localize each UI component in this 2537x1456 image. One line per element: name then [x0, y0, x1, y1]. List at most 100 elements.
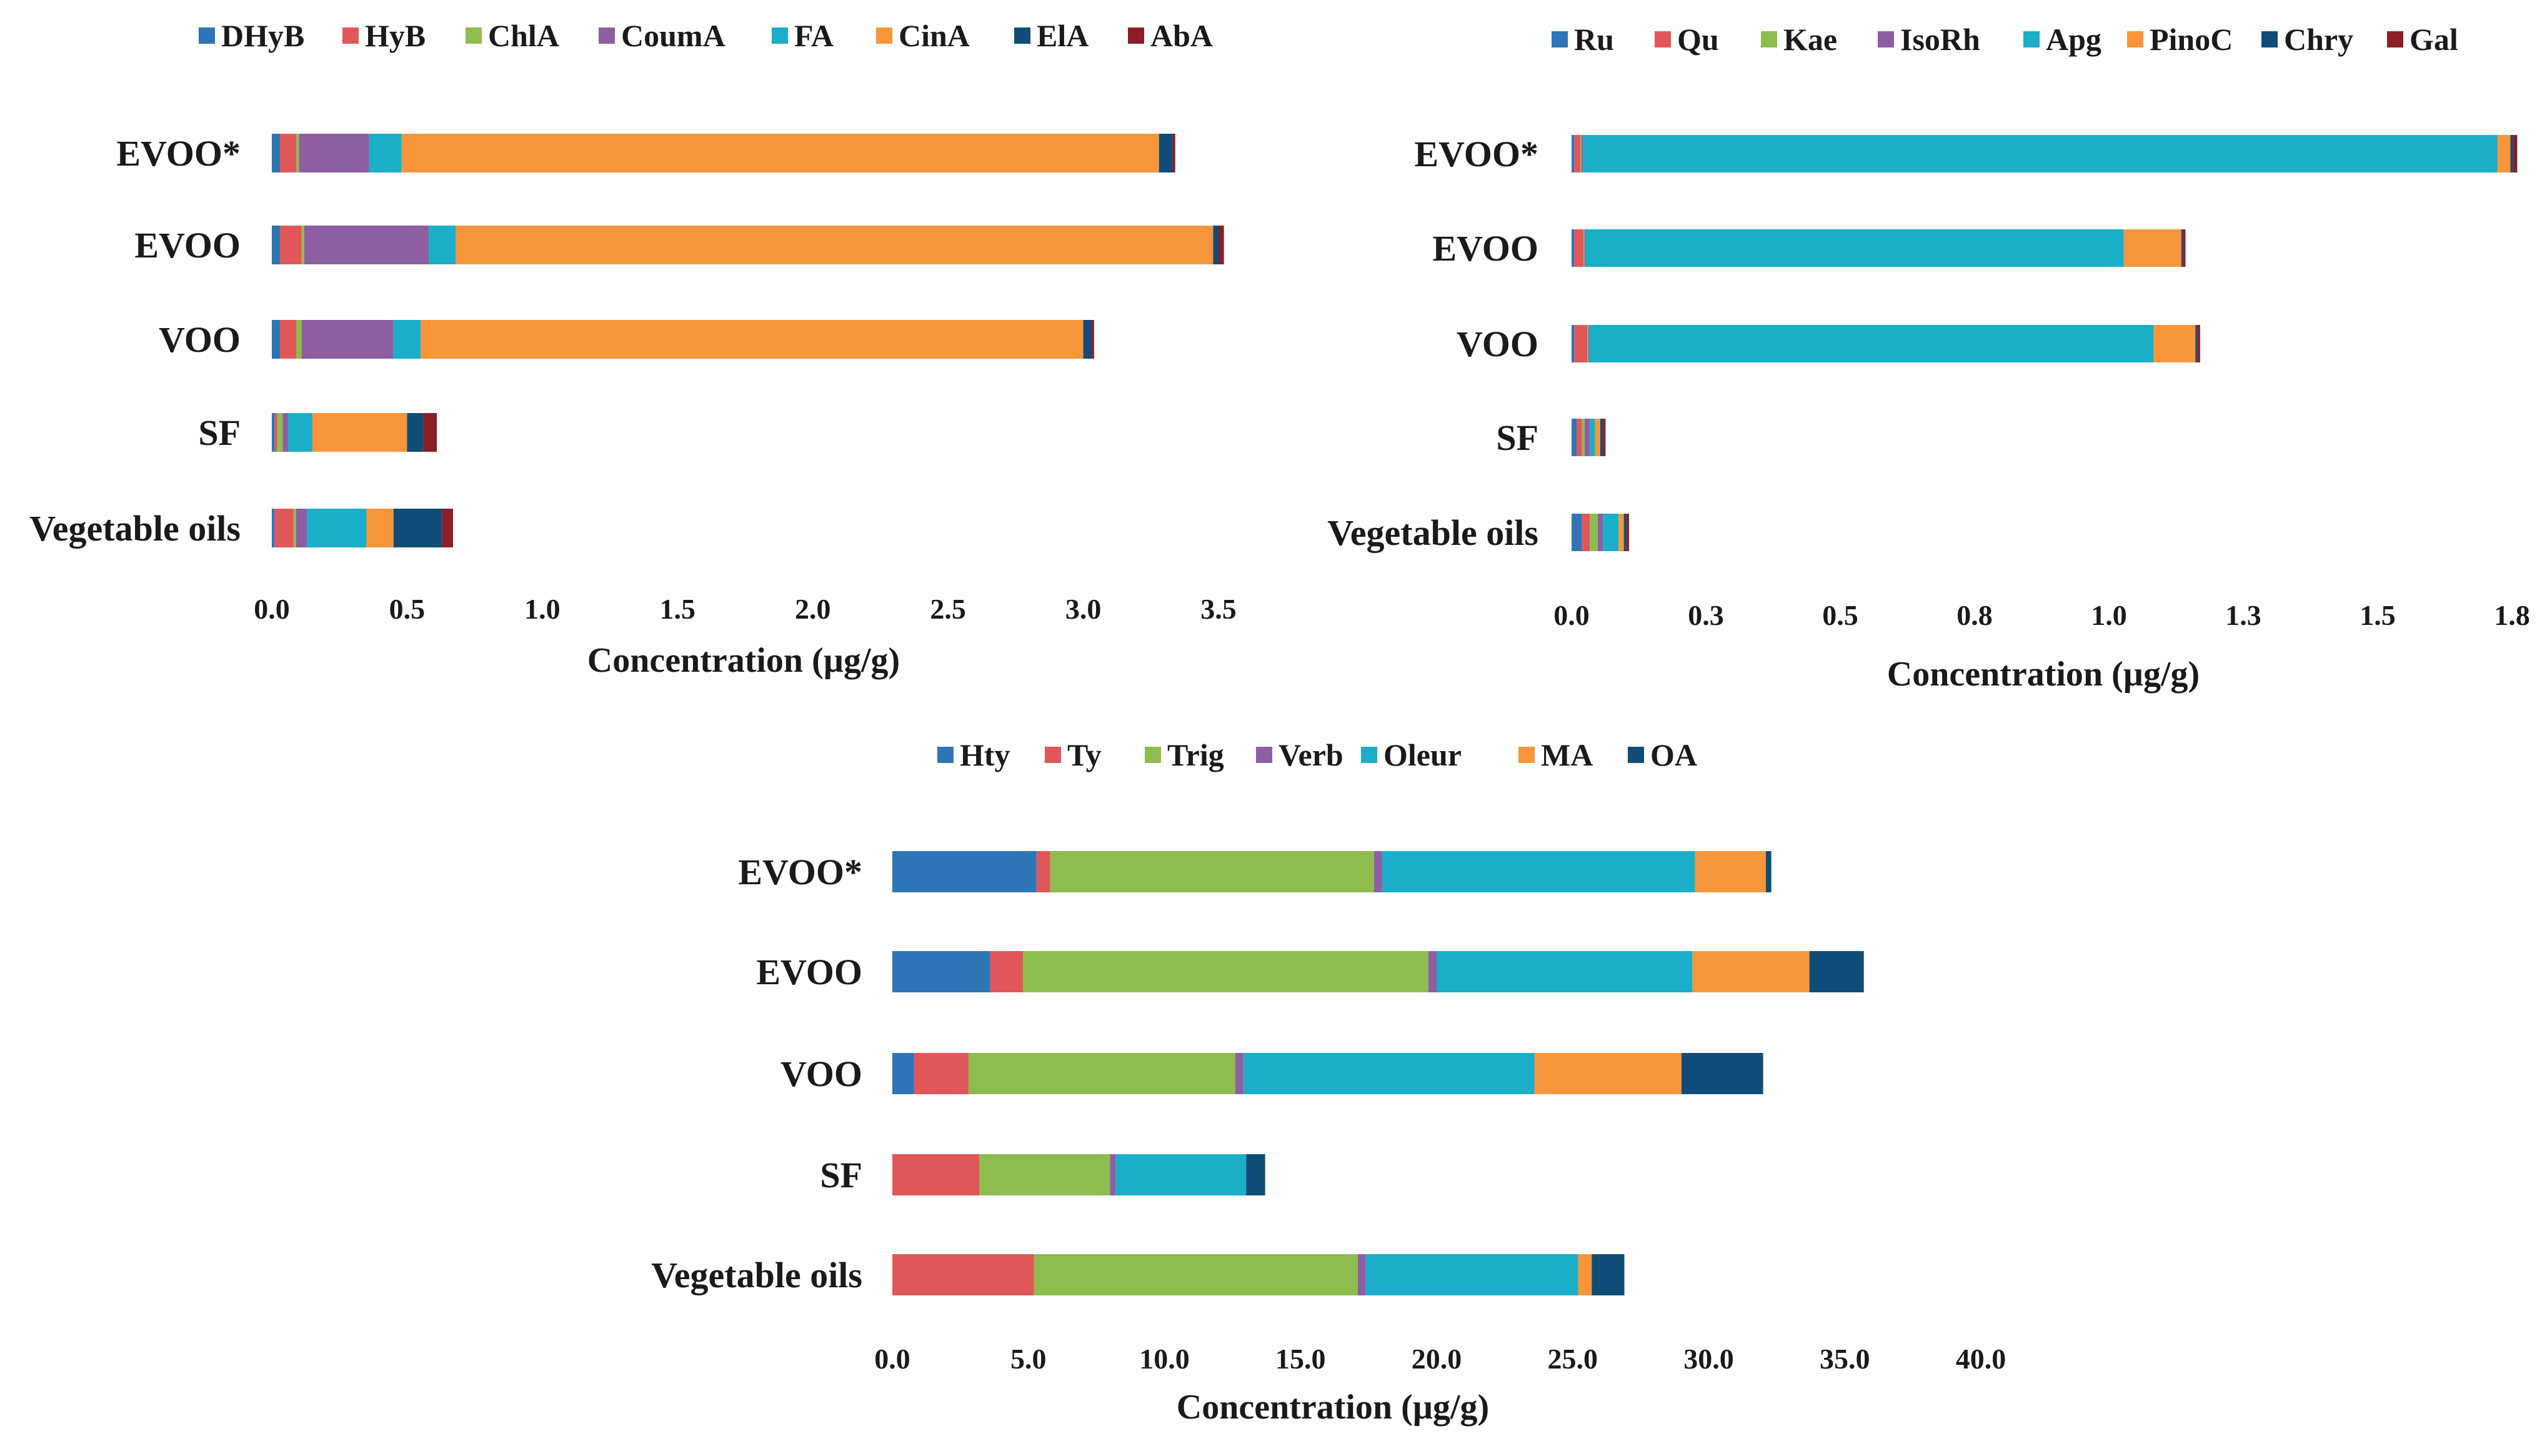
bar-sf-ru: [1572, 419, 1577, 456]
bar-vegetable-oils-ela: [393, 509, 442, 547]
bar-vegetable-oils-gal: [1626, 514, 1629, 551]
bar-vegetable-oils-ma: [1578, 1254, 1592, 1295]
x-tick-label: 1.0: [524, 593, 561, 625]
bar-vegetable-oils-qu: [1582, 514, 1590, 551]
bar-voo-chry: [2195, 325, 2198, 362]
x-tick-label: 0.5: [1822, 599, 1858, 631]
bar-vegetable-oils-cina: [366, 509, 394, 547]
legend-swatch-kae: [1761, 31, 1777, 47]
bar-vegetable-oils-verb: [1357, 1254, 1366, 1295]
bar-evoo-trig: [1023, 951, 1428, 992]
bar-evoo-pinoc: [2123, 229, 2181, 267]
x-axis-title: Concentration (µg/g): [1887, 655, 2200, 694]
bar-evoo-ma: [1695, 851, 1766, 892]
legend-label-dhyb: DHyB: [221, 18, 304, 53]
legend-label-cina: CinA: [899, 18, 970, 53]
x-tick-label: 5.0: [1010, 1343, 1047, 1375]
bar-sf-chry: [1600, 419, 1603, 456]
bar-voo-oa: [1681, 1053, 1763, 1094]
bar-vegetable-oils-couma: [296, 509, 307, 547]
x-tick-label: 2.0: [795, 593, 831, 625]
bar-evoo-hyb: [279, 134, 296, 172]
bar-voo-ty: [914, 1053, 969, 1094]
bar-voo-ela: [1083, 320, 1092, 359]
bar-evoo-couma: [304, 226, 429, 264]
bar-vegetable-oils-trig: [1034, 1254, 1358, 1295]
legend-label-chla: ChlA: [488, 18, 559, 53]
bar-sf-apg: [1590, 419, 1595, 456]
legend-label-couma: CoumA: [621, 18, 725, 53]
bar-evoo-hty: [892, 951, 990, 992]
chart-secoiridoids: Hty Ty Trig Verb Oleur MA OA EVOO* EVOO VOO SF Vege…: [651, 737, 2006, 1427]
bar-evoo-ela: [1213, 226, 1219, 264]
bar-evoo-hty: [892, 851, 1037, 892]
bar-sf-aba: [423, 413, 437, 452]
bar-voo-hyb: [279, 320, 296, 359]
bar-evoo-trig: [1050, 851, 1374, 892]
legend-label-ru: Ru: [1574, 22, 1614, 57]
bar-evoo-chla: [296, 134, 299, 172]
bar-vegetable-oils-dhyb: [272, 509, 275, 547]
x-tick-label: 1.5: [660, 593, 696, 625]
bar-vegetable-oils-apg: [1603, 514, 1619, 551]
category-label-evoo: EVOO*: [116, 133, 241, 174]
bar-evoo-ty: [990, 951, 1024, 992]
x-tick-label: 35.0: [1820, 1343, 1870, 1375]
bar-evoo-ru: [1572, 135, 1575, 172]
legend-swatch-aba: [1128, 27, 1144, 44]
legend-label-hyb: HyB: [365, 18, 426, 53]
bar-voo-apg: [1589, 325, 2154, 362]
bar-evoo-isorh: [1584, 229, 1586, 267]
bar-voo-qu: [1574, 325, 1588, 362]
legend-swatch-cina: [876, 27, 892, 44]
bar-evoo-chry: [2510, 135, 2513, 172]
bar-vegetable-oils-pinoc: [1618, 514, 1624, 551]
x-axis-title: Concentration (µg/g): [587, 641, 900, 680]
bar-evoo-verb: [1428, 951, 1437, 992]
bar-vegetable-oils-fa: [307, 509, 367, 547]
category-label-sf: SF: [820, 1155, 862, 1195]
bar-voo-pinoc: [2153, 325, 2196, 362]
x-tick-label: 10.0: [1139, 1343, 1190, 1375]
bar-evoo-isorh: [1581, 135, 1583, 172]
bar-evoo-couma: [299, 134, 369, 172]
legend-swatch-hty: [937, 747, 954, 763]
x-tick-label: 2.5: [930, 593, 966, 625]
bar-sf-oleur: [1115, 1154, 1247, 1195]
x-tick-label: 25.0: [1548, 1343, 1598, 1375]
legend-label-chry: Chry: [2284, 22, 2353, 57]
bar-evoo-dhyb: [272, 226, 280, 264]
bar-voo-couma: [301, 320, 394, 359]
bar-evoo-dhyb: [272, 134, 280, 172]
bar-evoo-verb: [1373, 851, 1382, 892]
bar-vegetable-oils-oleur: [1365, 1254, 1578, 1295]
bar-evoo-fa: [429, 226, 456, 264]
category-label-sf: SF: [198, 412, 241, 453]
bar-evoo-kae: [1583, 229, 1585, 267]
x-tick-label: 0.0: [1553, 599, 1590, 631]
bar-evoo-qu: [1574, 229, 1584, 267]
category-label-sf: SF: [1496, 417, 1538, 458]
bar-sf-gal: [1603, 419, 1606, 456]
legend-label-gal: Gal: [2410, 22, 2458, 57]
bar-evoo-gal: [2513, 135, 2518, 172]
legend-label-kae: Kae: [1783, 22, 1837, 57]
chart-phenolic-acids: DHyB HyB ChlA CoumA FA CinA ElA AbA EVOO* EVOO VOO…: [29, 18, 1237, 680]
category-label-vegetable-oils: Vegetable oils: [29, 508, 241, 549]
legend-swatch-ela: [1014, 27, 1030, 44]
legend-label-verb: Verb: [1278, 737, 1343, 772]
legend-label-apg: Apg: [2046, 22, 2101, 57]
bar-evoo-hyb: [279, 226, 302, 264]
legend-label-trig: Trig: [1167, 737, 1224, 772]
x-tick-label: 0.5: [389, 593, 426, 625]
bar-voo-verb: [1235, 1053, 1244, 1094]
bar-sf-dhyb: [272, 413, 275, 452]
bar-sf-cina: [312, 413, 407, 452]
category-label-vegetable-oils: Vegetable oils: [651, 1255, 862, 1295]
bar-evoo-aba: [1172, 134, 1175, 172]
bar-voo-oleur: [1243, 1053, 1535, 1094]
bar-voo-trig: [968, 1053, 1235, 1094]
category-label-evoo: EVOO*: [1414, 134, 1538, 174]
bar-vegetable-oils-ty: [892, 1254, 1034, 1295]
